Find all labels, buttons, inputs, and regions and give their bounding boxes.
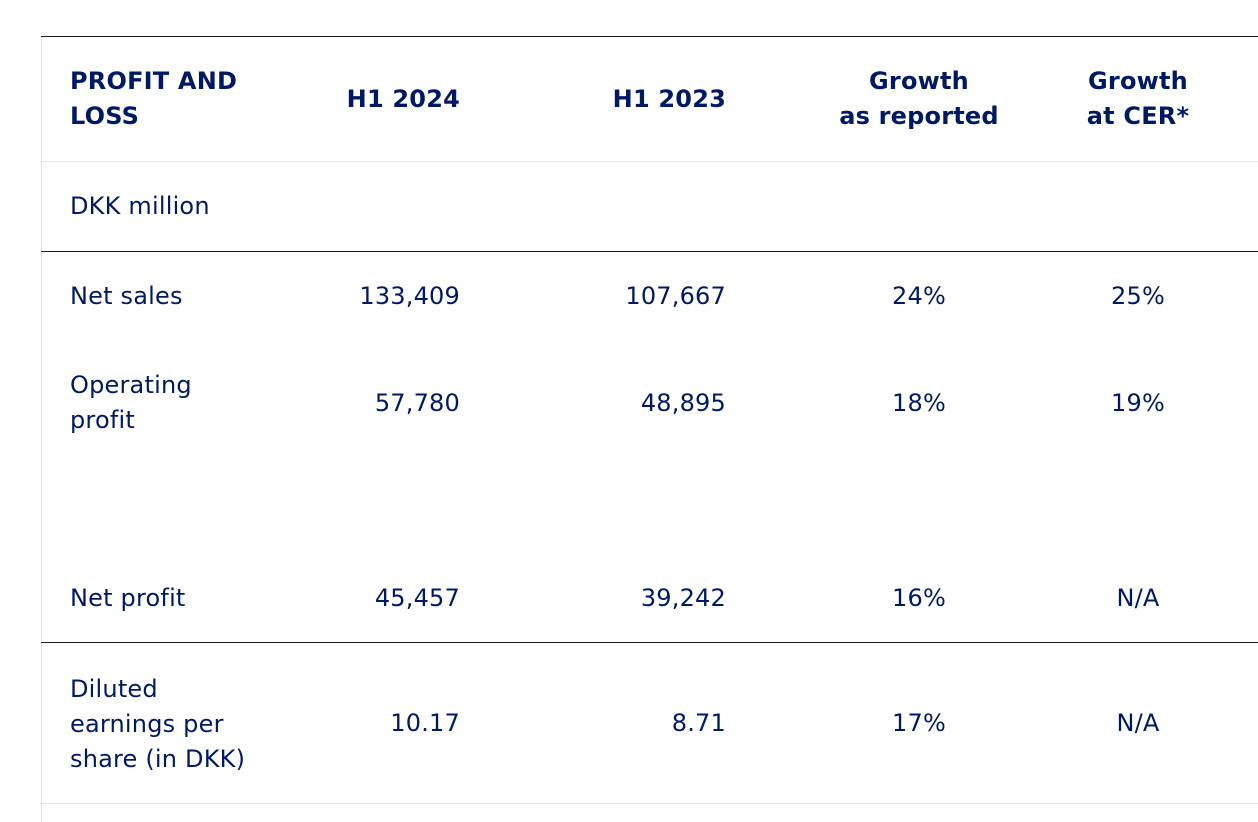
row-label-diluted-eps: Diluted earnings per share (in DKK) xyxy=(70,675,246,773)
net-profit-h1-2024: 45,457 xyxy=(374,584,460,612)
net-profit-rule xyxy=(41,642,1258,643)
diluted-eps-growth-reported: 17% xyxy=(892,709,946,737)
net-sales-growth-reported: 24% xyxy=(892,282,946,310)
diluted-eps-h1-2023: 8.71 xyxy=(671,709,726,737)
row-label-operating-profit: Operating profit xyxy=(70,371,192,434)
net-profit-growth-reported: 16% xyxy=(892,584,946,612)
operating-profit-growth-reported: 18% xyxy=(892,389,946,417)
profit-and-loss-table: PROFIT AND LOSS H1 2024 H1 2023 Growth a… xyxy=(41,36,1258,822)
unit-row-rule xyxy=(41,251,1258,252)
header-growth-at-cer: Growth at CER* xyxy=(1086,67,1190,130)
header-growth-as-reported: Growth as reported xyxy=(839,67,999,130)
header-divider xyxy=(41,161,1258,162)
operating-profit-h1-2024: 57,780 xyxy=(374,389,460,417)
net-sales-h1-2024: 133,409 xyxy=(359,282,460,310)
operating-profit-h1-2023: 48,895 xyxy=(640,389,726,417)
header-h1-2023: H1 2023 xyxy=(612,85,726,113)
operating-profit-growth-cer: 19% xyxy=(1111,389,1165,417)
unit-label: DKK million xyxy=(70,192,210,220)
diluted-eps-h1-2024: 10.17 xyxy=(390,709,460,737)
diluted-eps-growth-cer: N/A xyxy=(1116,709,1160,737)
header-h1-2024: H1 2024 xyxy=(346,85,460,113)
header-profit-and-loss: PROFIT AND LOSS xyxy=(70,67,238,130)
net-profit-h1-2023: 39,242 xyxy=(640,584,726,612)
row-label-net-sales: Net sales xyxy=(70,282,183,310)
row-label-net-profit: Net profit xyxy=(70,584,186,612)
net-profit-growth-cer: N/A xyxy=(1116,584,1160,612)
table-bottom-rule xyxy=(41,803,1258,804)
net-sales-growth-cer: 25% xyxy=(1111,282,1165,310)
table-top-rule xyxy=(41,36,1258,37)
table-left-border xyxy=(41,36,42,822)
net-sales-h1-2023: 107,667 xyxy=(625,282,726,310)
